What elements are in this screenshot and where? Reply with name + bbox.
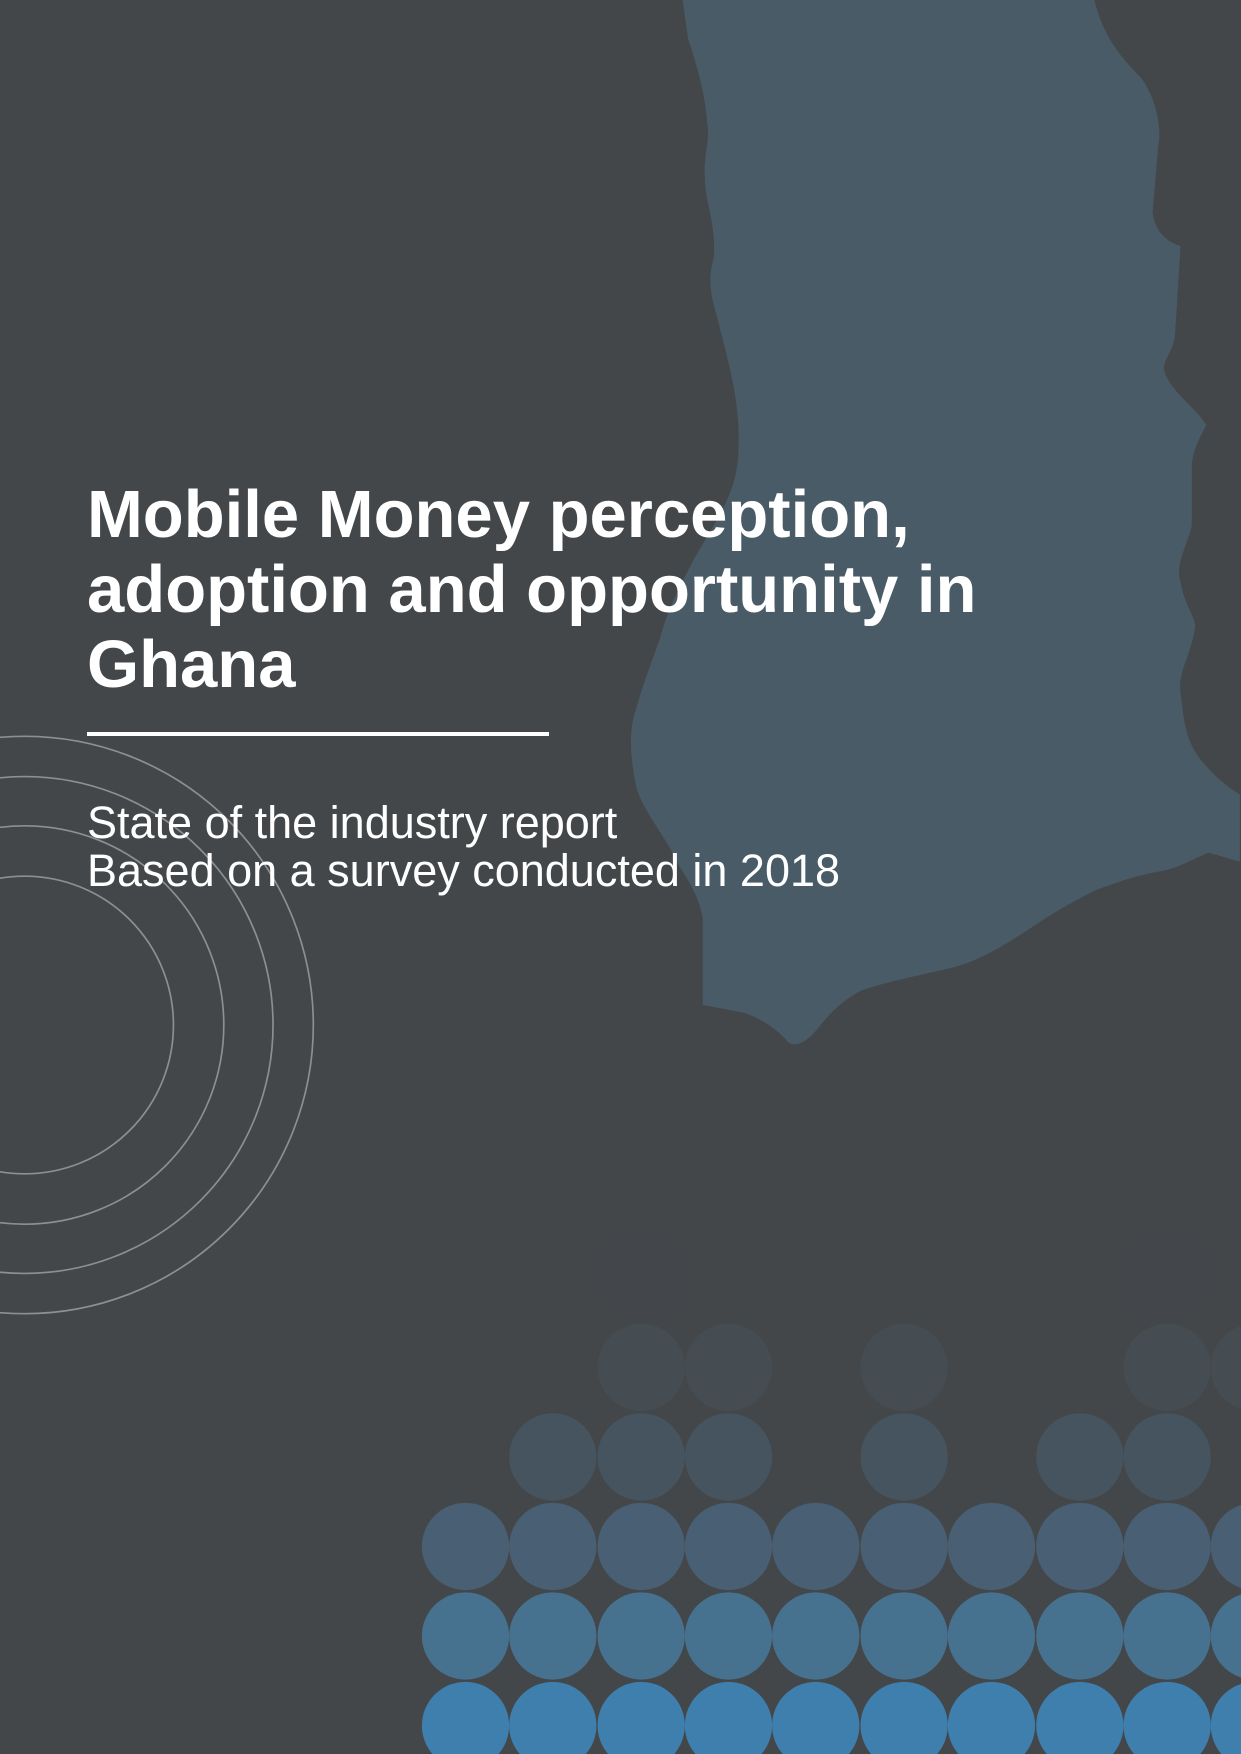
dot bbox=[1123, 1323, 1211, 1412]
dot bbox=[860, 1323, 948, 1412]
dot bbox=[597, 1681, 685, 1754]
dot bbox=[772, 1681, 860, 1754]
ring bbox=[0, 825, 225, 1225]
dot bbox=[684, 1592, 773, 1680]
dot bbox=[684, 1681, 773, 1754]
divider bbox=[87, 732, 549, 736]
dot bbox=[509, 1592, 597, 1680]
dot bbox=[1123, 1592, 1211, 1680]
dot bbox=[947, 1592, 1036, 1680]
dot bbox=[860, 1413, 948, 1501]
dot bbox=[509, 1502, 597, 1591]
title-line: adoption and opportunity in bbox=[87, 552, 976, 627]
circles bbox=[0, 735, 315, 1315]
dot bbox=[1036, 1502, 1124, 1591]
dot bbox=[421, 1592, 510, 1680]
subtitle-line: Based on a survey conducted in 2018 bbox=[87, 845, 840, 896]
ring bbox=[0, 735, 315, 1315]
dot bbox=[1210, 1594, 1241, 1678]
dot bbox=[1123, 1413, 1211, 1501]
dot bbox=[1210, 1504, 1241, 1588]
subtitle: State of the industry report Based on a … bbox=[87, 797, 840, 896]
dot bbox=[1123, 1681, 1211, 1754]
dot bbox=[947, 1502, 1036, 1591]
title-line: Ghana bbox=[87, 627, 296, 702]
ring bbox=[0, 875, 175, 1175]
dot bbox=[684, 1413, 773, 1501]
dot bbox=[947, 1681, 1036, 1754]
dot bbox=[1123, 1234, 1211, 1322]
dots bbox=[421, 1234, 1241, 1754]
dot bbox=[772, 1592, 860, 1680]
dot bbox=[509, 1413, 597, 1501]
dot bbox=[1036, 1413, 1124, 1501]
dot bbox=[772, 1502, 860, 1591]
dot bbox=[1036, 1592, 1124, 1680]
dot bbox=[1210, 1683, 1241, 1754]
map-shape bbox=[630, 0, 1240, 1045]
dot bbox=[421, 1502, 510, 1591]
dot bbox=[1123, 1502, 1211, 1591]
dot bbox=[860, 1681, 948, 1754]
dot bbox=[597, 1413, 685, 1501]
title: Mobile Money perception, adoption and op… bbox=[87, 477, 976, 702]
dot bbox=[597, 1234, 685, 1322]
dot bbox=[597, 1592, 685, 1680]
dot bbox=[597, 1323, 685, 1412]
dot bbox=[860, 1592, 948, 1680]
dot bbox=[1036, 1681, 1124, 1754]
ring bbox=[0, 775, 274, 1275]
dot bbox=[1210, 1325, 1241, 1409]
dot bbox=[597, 1502, 685, 1591]
dot bbox=[860, 1502, 948, 1591]
subtitle-line: State of the industry report bbox=[87, 797, 618, 848]
title-line: Mobile Money perception, bbox=[87, 477, 910, 552]
dot bbox=[684, 1502, 773, 1591]
dot bbox=[684, 1323, 773, 1412]
dot bbox=[421, 1681, 510, 1754]
dot bbox=[509, 1681, 597, 1754]
